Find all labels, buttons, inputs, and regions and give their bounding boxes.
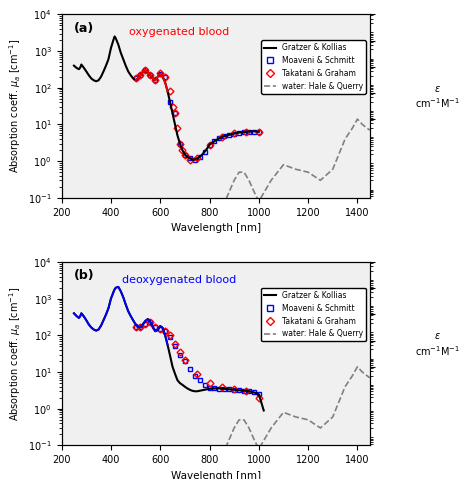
Y-axis label: Absorption coeff. $\mu_a$ [cm$^{-1}$]: Absorption coeff. $\mu_a$ [cm$^{-1}$] xyxy=(7,39,22,173)
Text: (a): (a) xyxy=(74,22,94,34)
Text: deoxygenated blood: deoxygenated blood xyxy=(121,275,236,285)
Legend: Gratzer & Kollias, Moaveni & Schmitt, Takatani & Graham, water: Hale & Querry: Gratzer & Kollias, Moaveni & Schmitt, Ta… xyxy=(261,288,366,342)
X-axis label: Wavelength [nm]: Wavelength [nm] xyxy=(171,471,261,479)
X-axis label: Wavelength [nm]: Wavelength [nm] xyxy=(171,223,261,233)
Text: (b): (b) xyxy=(74,269,95,282)
Text: $\varepsilon$
$\mathrm{cm^{-1}M^{-1}}$: $\varepsilon$ $\mathrm{cm^{-1}M^{-1}}$ xyxy=(415,84,460,110)
Text: oxygenated blood: oxygenated blood xyxy=(128,27,229,37)
Legend: Gratzer & Kollias, Moaveni & Schmitt, Takatani & Graham, water: Hale & Querry: Gratzer & Kollias, Moaveni & Schmitt, Ta… xyxy=(261,40,366,94)
Y-axis label: Absorption coeff. $\mu_a$ [cm$^{-1}$]: Absorption coeff. $\mu_a$ [cm$^{-1}$] xyxy=(7,286,22,421)
Text: $\varepsilon$
$\mathrm{cm^{-1}M^{-1}}$: $\varepsilon$ $\mathrm{cm^{-1}M^{-1}}$ xyxy=(415,331,460,358)
